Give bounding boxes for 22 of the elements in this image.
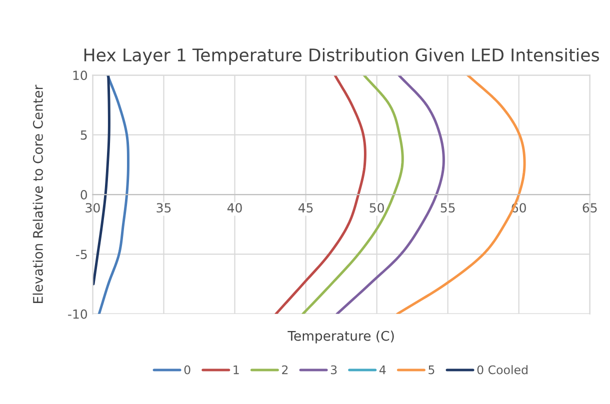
y-tick-label: -10	[68, 309, 88, 319]
x-tick-label: 35	[156, 203, 171, 213]
y-tick-label: 0	[80, 190, 88, 200]
chart-title: Hex Layer 1 Temperature Distribution Given LED Intensities	[84, 48, 600, 65]
legend-label: 0 Cooled	[477, 365, 528, 374]
x-tick-label: 45	[298, 203, 313, 213]
x-tick-label: 55	[440, 203, 455, 213]
x-tick-label: 30	[86, 203, 100, 213]
x-axis-title: Temperature (C)	[288, 330, 394, 344]
legend-label: 3	[330, 365, 337, 374]
y-tick-label: 10	[73, 70, 88, 80]
y-tick-label: 5	[80, 130, 87, 140]
legend-label: 5	[428, 365, 434, 374]
x-tick-label: 40	[227, 203, 242, 213]
y-tick-label: -5	[76, 250, 87, 260]
legend-label: 2	[282, 365, 288, 374]
legend-label: 0	[184, 365, 190, 374]
legend-label: 1	[234, 365, 239, 374]
legend-label: 4	[379, 365, 386, 374]
x-tick-label: 65	[582, 203, 597, 213]
y-axis-title: Elevation Relative to Core Center	[32, 84, 43, 303]
x-tick-label: 50	[370, 203, 384, 213]
